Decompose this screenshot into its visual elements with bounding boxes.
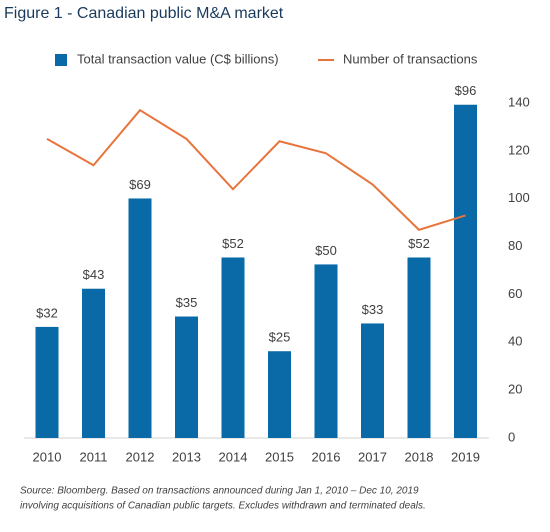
- legend-label: Number of transactions: [343, 51, 478, 66]
- data-label: $43: [83, 267, 105, 282]
- bar: [82, 288, 105, 438]
- legend-swatch: [55, 54, 67, 66]
- data-label: $25: [269, 330, 291, 345]
- y2-tick-label: 40: [508, 334, 522, 349]
- bar: [35, 326, 59, 438]
- x-tick-label: 2018: [405, 449, 434, 464]
- legend-label: Total transaction value (C$ billions): [77, 51, 279, 66]
- bar: [361, 323, 384, 438]
- line: [46, 108, 466, 231]
- x-tick-label: 2011: [80, 449, 108, 464]
- bar: [314, 264, 338, 438]
- data-label: $96: [455, 83, 477, 98]
- y2-tick-label: 100: [508, 190, 530, 205]
- source-note: involving acquisitions of Canadian publi…: [20, 501, 426, 512]
- data-label: $52: [222, 236, 244, 251]
- x-tick-label: 2010: [33, 449, 62, 464]
- bar: [128, 198, 152, 438]
- y2-tick-label: 80: [508, 238, 522, 253]
- y2-tick-label: 60: [508, 286, 522, 301]
- x-tick-label: 2016: [312, 449, 341, 464]
- x-tick-label: 2012: [126, 449, 155, 464]
- bar: [175, 316, 198, 438]
- bar: [454, 104, 477, 438]
- y2-tick-label: 120: [508, 142, 530, 157]
- data-label: $35: [176, 295, 198, 310]
- chart-title: Figure 1 - Canadian public M&A market: [4, 5, 284, 22]
- y2-tick-label: 20: [508, 382, 522, 397]
- data-label: $50: [315, 243, 337, 258]
- x-tick-label: 2019: [451, 449, 480, 464]
- x-tick-label: 2014: [219, 449, 248, 464]
- y2-tick-label: 140: [508, 94, 530, 109]
- data-label: $69: [129, 177, 151, 192]
- x-tick-label: 2013: [172, 449, 201, 464]
- bar: [268, 351, 291, 438]
- y2-tick-label: 0: [508, 429, 515, 444]
- data-label: $33: [362, 302, 384, 317]
- x-tick-label: 2015: [265, 449, 294, 464]
- data-label: $52: [408, 236, 430, 251]
- data-label: $32: [36, 305, 58, 320]
- bar: [221, 257, 245, 438]
- source-note: Source: Bloomberg. Based on transactions…: [20, 486, 419, 497]
- x-tick-label: 2017: [358, 449, 387, 464]
- bar: [407, 257, 431, 438]
